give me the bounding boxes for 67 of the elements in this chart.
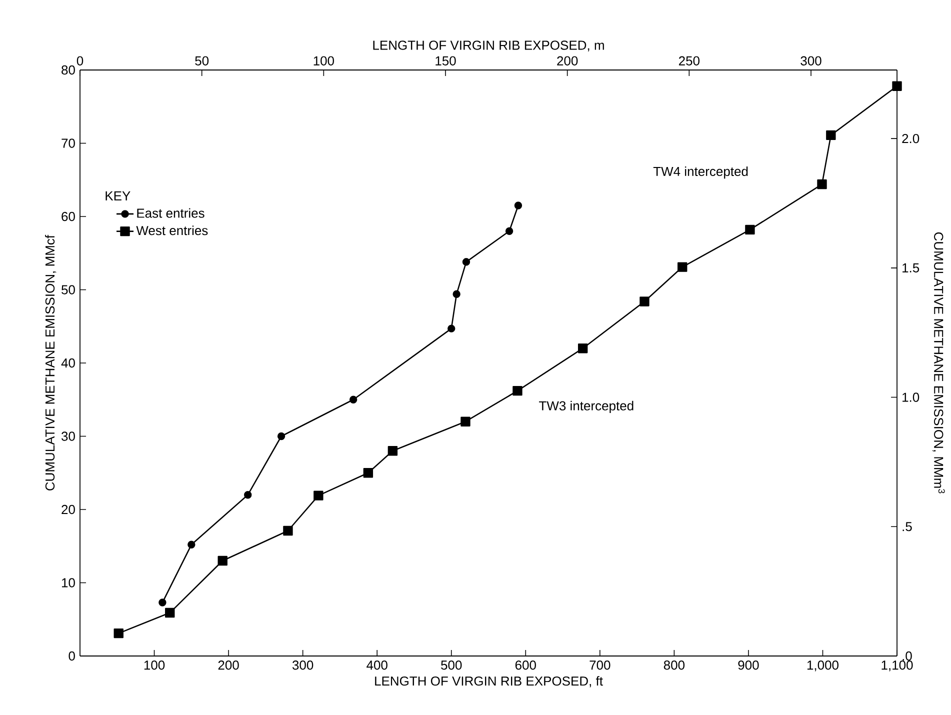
legend-label: West entries — [136, 226, 208, 236]
x2-tick-label: 50 — [195, 56, 209, 66]
annotation: TW3 intercepted — [539, 400, 634, 414]
y-tick-label: 20 — [62, 504, 75, 514]
y-tick-label: 30 — [62, 432, 75, 441]
x2-tick-label: 200 — [557, 56, 578, 66]
point — [892, 81, 902, 91]
y2-tick-label: 2.0 — [902, 134, 920, 144]
point — [314, 490, 324, 500]
y2-axis-title: CUMULATIVE METHANE EMISSION, MMm$^{3}$ — [932, 232, 945, 494]
point — [817, 179, 827, 190]
x-tick-label: 400 — [366, 660, 388, 670]
point — [244, 491, 252, 499]
x-tick-label: 900 — [738, 660, 759, 670]
y-tick-label: 10 — [62, 578, 75, 588]
x2-tick-label: 150 — [436, 56, 456, 66]
point — [460, 416, 470, 426]
x-tick-label: 700 — [590, 660, 610, 670]
y2-tick-label: 1.5 — [902, 263, 920, 272]
x-tick-label: 300 — [292, 660, 314, 670]
point — [512, 386, 522, 396]
point — [388, 446, 398, 456]
x2-tick-label: 0 — [76, 56, 84, 66]
x-axis-title: LENGTH OF VIRGIN RIB EXPOSED, ft — [375, 676, 603, 688]
point — [678, 262, 688, 272]
x2-tick-label: 250 — [678, 56, 700, 66]
point — [514, 202, 522, 210]
x-tick-label: 1,100 — [882, 660, 913, 672]
x2-tick-label: 100 — [314, 56, 334, 66]
y2-tick-label: .5 — [902, 522, 912, 532]
point — [745, 224, 755, 235]
annotation: TW4 intercepted — [653, 166, 748, 179]
point — [448, 324, 456, 332]
x-tick-label: 600 — [515, 660, 536, 670]
legend-title: KEY — [106, 191, 130, 200]
y2-tick-label: .0 — [902, 651, 912, 661]
point — [363, 468, 374, 478]
point — [218, 556, 228, 566]
y-tick-label: 40 — [61, 358, 75, 368]
x2-tick-label: 300 — [800, 56, 822, 66]
point — [277, 432, 286, 440]
x-tick-label: 100 — [144, 660, 165, 670]
y-tick-label: 60 — [62, 212, 75, 222]
y-tick-label: 70 — [62, 138, 75, 148]
point — [283, 526, 293, 536]
x-tick-label: 800 — [664, 660, 685, 670]
point — [826, 130, 836, 140]
point — [158, 598, 166, 606]
legend-label: East entries — [137, 208, 204, 218]
point — [349, 396, 358, 404]
y-tick-label: 0 — [68, 651, 75, 661]
point — [114, 628, 124, 638]
x-tick-label: 200 — [218, 660, 239, 670]
y-tick-label: 50 — [62, 285, 75, 294]
point — [165, 608, 175, 618]
point — [462, 258, 470, 266]
x2-axis-title: LENGTH OF VIRGIN RIB EXPOSED, m — [373, 40, 604, 52]
point — [505, 227, 514, 235]
x-tick-label: 1,000 — [807, 660, 838, 672]
point — [578, 344, 588, 354]
x-tick-label: 500 — [441, 660, 462, 670]
y2-tick-label: 1.0 — [902, 392, 920, 402]
y-tick-label: 80 — [62, 65, 75, 75]
point — [452, 290, 460, 298]
point — [640, 296, 650, 306]
point — [188, 540, 196, 549]
y-axis-title: CUMULATIVE METHANE EMISSION, MMcf — [45, 234, 56, 490]
